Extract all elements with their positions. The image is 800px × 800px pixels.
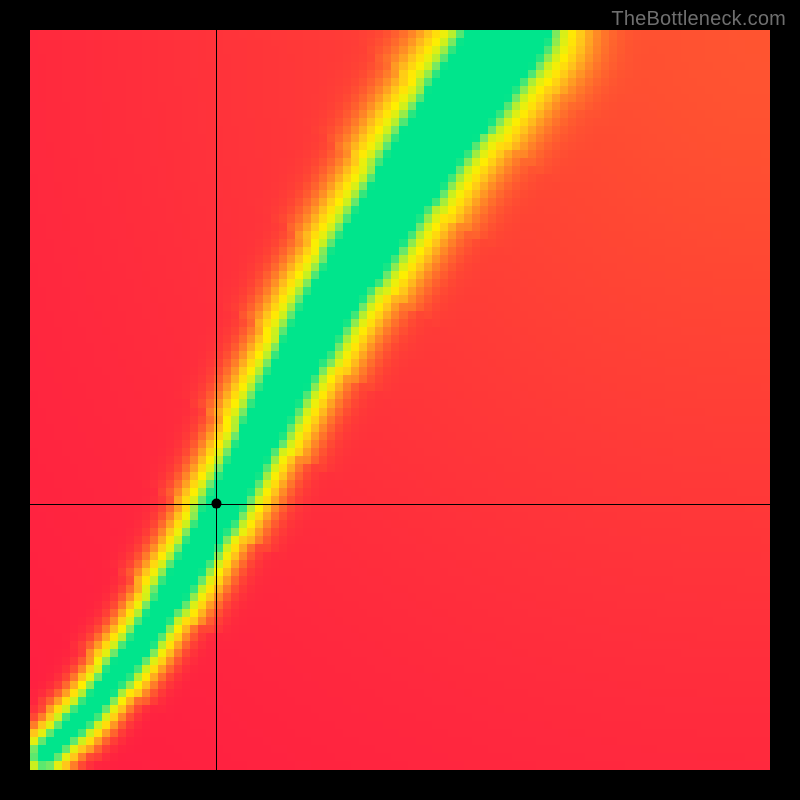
plot-area: [30, 30, 770, 770]
watermark-text: TheBottleneck.com: [611, 8, 786, 31]
heatmap-canvas: [30, 30, 770, 770]
chart-container: TheBottleneck.com: [0, 0, 800, 800]
